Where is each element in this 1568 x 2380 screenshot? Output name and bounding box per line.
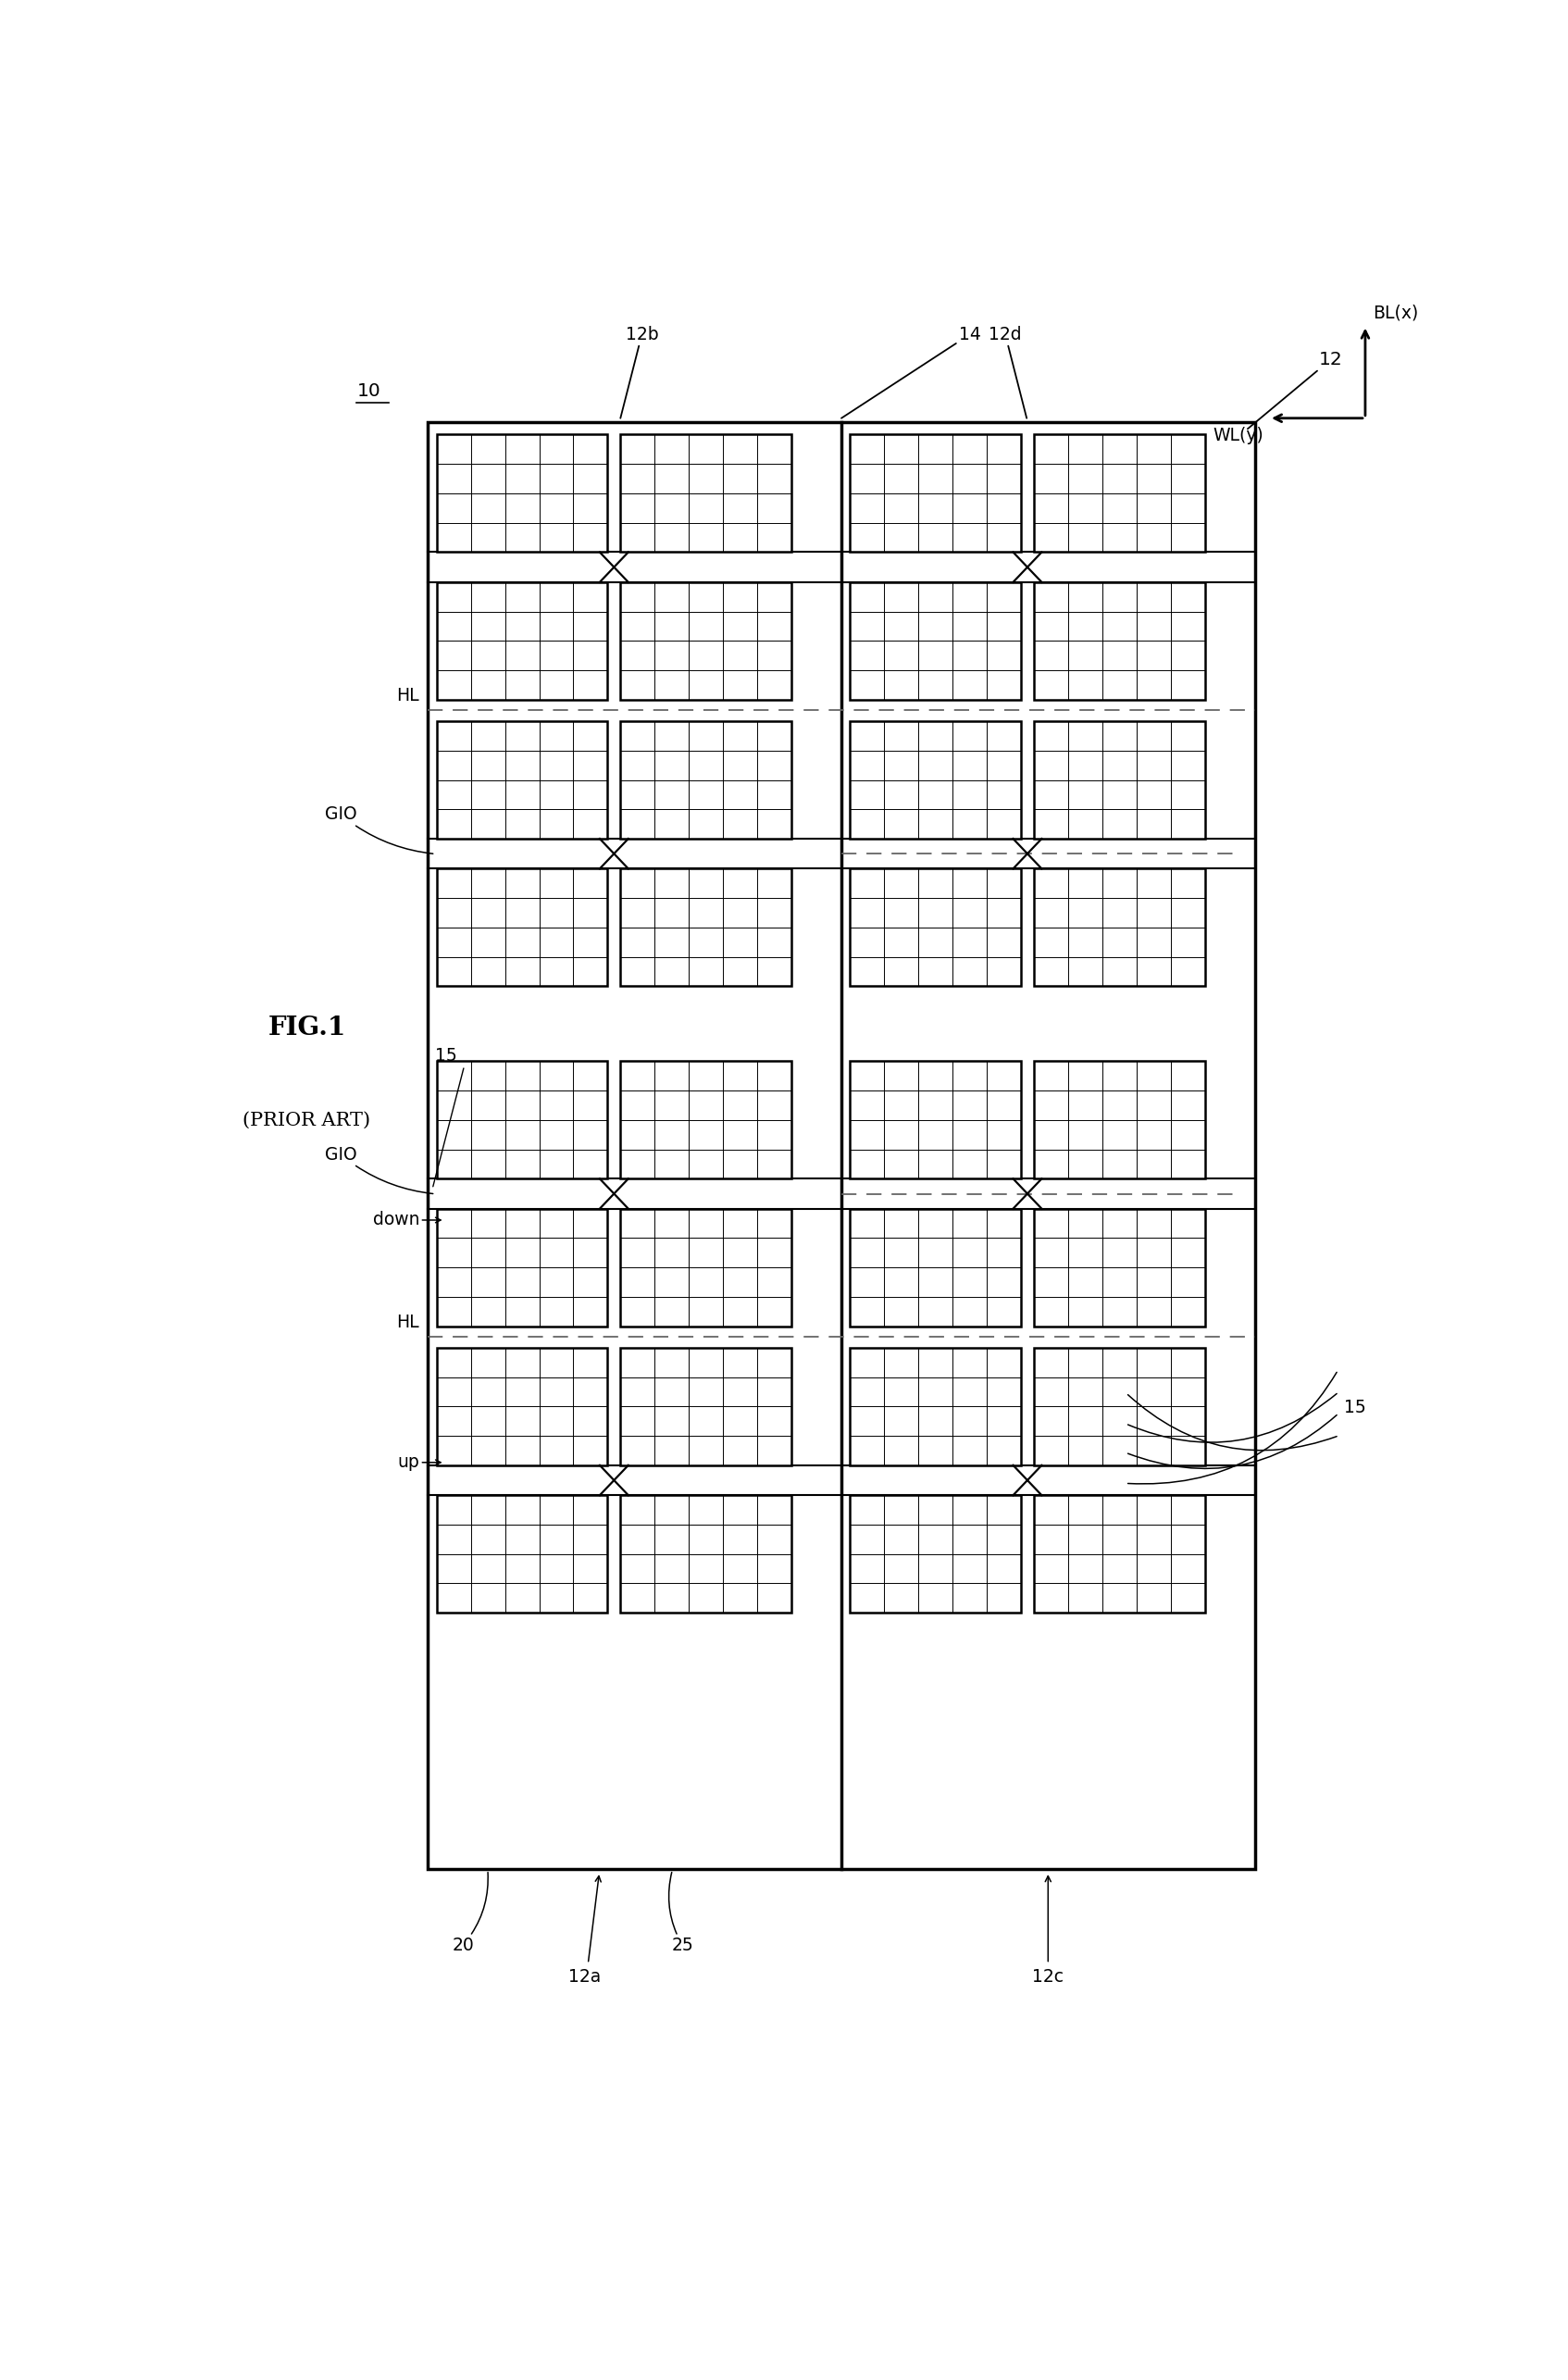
Bar <box>850 869 1021 985</box>
Text: GIO: GIO <box>325 807 433 854</box>
Bar <box>850 1061 1021 1178</box>
Bar <box>621 1209 792 1326</box>
Bar <box>621 436 792 552</box>
Text: up: up <box>397 1454 420 1471</box>
Bar <box>1033 1495 1204 1614</box>
Text: 20: 20 <box>452 1873 488 1954</box>
Bar <box>621 721 792 838</box>
Bar <box>1033 436 1204 552</box>
Bar <box>436 1061 608 1178</box>
Bar <box>621 1061 792 1178</box>
Bar <box>621 1495 792 1614</box>
Bar <box>1033 721 1204 838</box>
Bar <box>436 1209 608 1326</box>
Bar <box>850 1347 1021 1466</box>
Bar <box>436 1495 608 1614</box>
Text: 15: 15 <box>436 1047 458 1064</box>
Bar <box>850 1495 1021 1614</box>
Bar <box>850 721 1021 838</box>
Bar <box>1033 869 1204 985</box>
Bar <box>1033 1061 1204 1178</box>
Bar <box>436 721 608 838</box>
Bar <box>850 436 1021 552</box>
Bar <box>621 583 792 700</box>
Text: WL(y): WL(y) <box>1212 426 1264 445</box>
Text: 12a: 12a <box>569 1968 601 1985</box>
Text: HL: HL <box>397 1314 420 1330</box>
Bar <box>1033 1347 1204 1466</box>
Text: 12: 12 <box>1248 350 1342 428</box>
Bar <box>621 869 792 985</box>
Bar <box>1033 1209 1204 1326</box>
Text: 14: 14 <box>842 326 980 419</box>
Text: 12b: 12b <box>621 326 659 419</box>
Bar <box>428 421 1254 1868</box>
Text: (PRIOR ART): (PRIOR ART) <box>243 1111 370 1128</box>
Text: BL(x): BL(x) <box>1372 305 1417 321</box>
Text: 12d: 12d <box>989 326 1027 419</box>
Text: 15: 15 <box>1344 1399 1366 1416</box>
Bar <box>436 1347 608 1466</box>
Text: FIG.1: FIG.1 <box>268 1016 347 1040</box>
Bar <box>850 1209 1021 1326</box>
Text: down: down <box>373 1211 420 1228</box>
Text: 10: 10 <box>358 383 381 400</box>
Text: 12c: 12c <box>1032 1968 1063 1985</box>
Bar <box>436 583 608 700</box>
Bar <box>436 436 608 552</box>
Text: 25: 25 <box>670 1873 693 1954</box>
Bar <box>1033 583 1204 700</box>
Bar <box>436 869 608 985</box>
Bar <box>850 583 1021 700</box>
Text: GIO: GIO <box>325 1145 433 1195</box>
Bar <box>621 1347 792 1466</box>
Text: HL: HL <box>397 688 420 704</box>
